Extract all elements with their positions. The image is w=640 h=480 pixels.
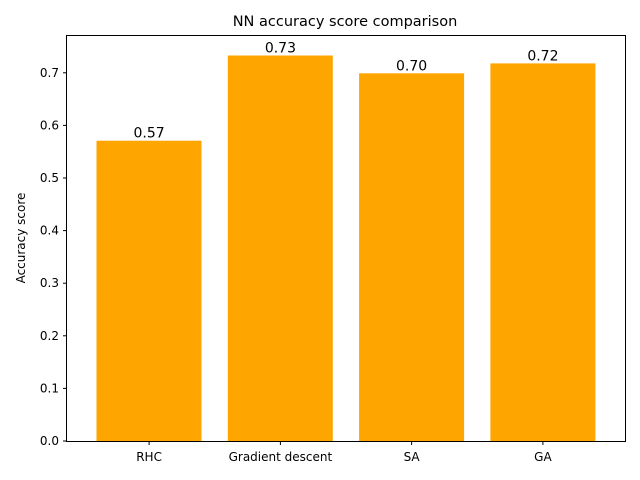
- y-tick-label: 0.4: [40, 224, 59, 238]
- plot-frame: [66, 35, 626, 442]
- y-tick-label: 0.6: [40, 118, 59, 132]
- y-tick-label: 0.7: [40, 66, 59, 80]
- chart-title: NN accuracy score comparison: [233, 14, 458, 30]
- y-tick-label: 0.3: [40, 276, 59, 290]
- bar-ga: [490, 63, 596, 442]
- x-tick-label: Gradient descent: [229, 450, 333, 464]
- value-label: 0.57: [134, 126, 165, 142]
- y-axis-label: Accuracy score: [14, 193, 28, 284]
- bars-group: [96, 55, 596, 442]
- y-tick-label: 0.2: [40, 329, 59, 343]
- value-labels-group: 0.57 0.73 0.70 0.72: [134, 41, 559, 142]
- bar-gradient-descent: [227, 55, 333, 441]
- y-axis: 0.0 0.1 0.2 0.3 0.4 0.5 0.6 0.7: [40, 66, 67, 448]
- bar-sa: [359, 73, 465, 442]
- y-tick-label: 0.1: [40, 381, 59, 395]
- y-tick-label: 0.0: [40, 434, 59, 448]
- value-label: 0.72: [527, 48, 558, 64]
- y-tick-label: 0.5: [40, 171, 59, 185]
- x-tick-label: RHC: [136, 450, 162, 464]
- value-label: 0.73: [265, 41, 296, 57]
- bar-rhc: [96, 140, 202, 441]
- x-tick-label: SA: [404, 450, 421, 464]
- value-label: 0.70: [396, 58, 427, 74]
- x-tick-label: GA: [534, 450, 552, 464]
- x-axis: RHC Gradient descent SA GA: [136, 441, 552, 464]
